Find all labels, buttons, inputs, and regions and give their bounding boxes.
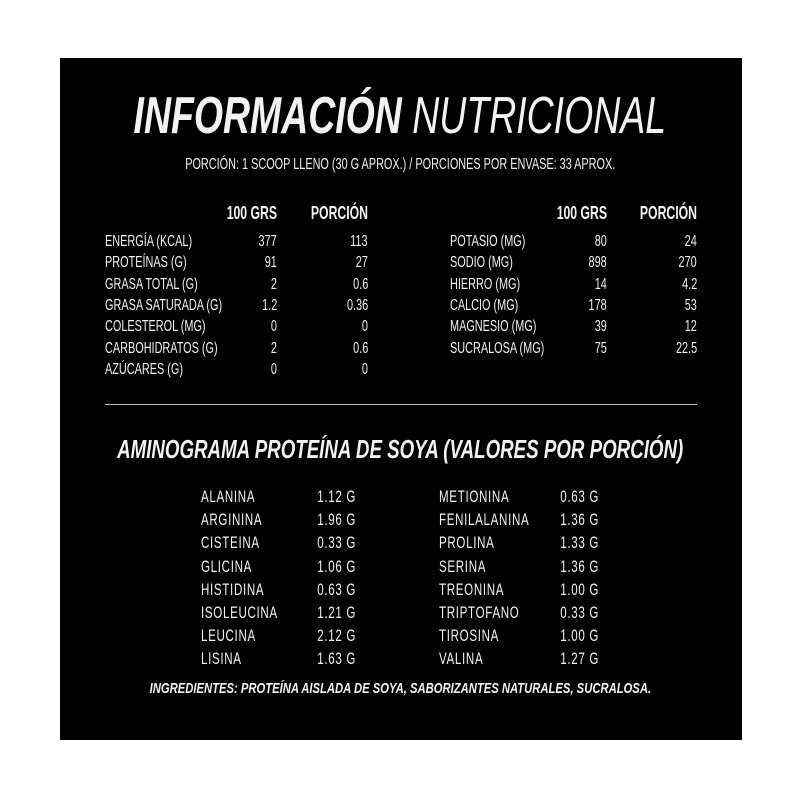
- nutrient-label: AZÚCARES (G): [105, 360, 183, 378]
- amino-name: ISOLEUCINA: [201, 603, 278, 622]
- nutrient-per100: 91: [264, 254, 277, 272]
- nutrient-per100: 14: [594, 275, 607, 293]
- amino-value: 1.06 G: [317, 556, 356, 576]
- nutrient-portion: 53: [684, 296, 697, 314]
- nutrient-portion: 12: [684, 318, 697, 336]
- nutrient-label: GRASA TOTAL (G): [105, 275, 198, 293]
- nutrition-panel: [60, 58, 742, 740]
- amino-value: 1.96 G: [317, 510, 356, 530]
- nutrient-label: POTASIO (MG): [450, 233, 526, 250]
- nutrient-portion: 22.5: [675, 339, 697, 357]
- amino-name: FENILALANINA: [439, 510, 530, 530]
- nutrient-per100: 0: [270, 318, 277, 336]
- amino-value: 1.21 G: [317, 603, 356, 622]
- amino-name: TREONINA: [439, 579, 505, 599]
- nutrient-per100: 2: [270, 339, 277, 357]
- nutrient-per100: 2: [270, 275, 277, 293]
- amino-value: 1.36 G: [560, 556, 599, 576]
- nutrient-per100: 80: [594, 233, 607, 250]
- aminogram-title: AMINOGRAMA PROTEÍNA DE SOYA (VALORES POR…: [116, 434, 684, 464]
- amino-value: 1.33 G: [560, 533, 599, 553]
- amino-value: 1.00 G: [560, 626, 599, 646]
- nutrient-per100: 1.2: [261, 296, 277, 314]
- amino-value: 2.12 G: [317, 626, 356, 646]
- amino-name: LISINA: [201, 649, 242, 669]
- amino-name: PROLINA: [439, 533, 495, 553]
- nutrient-label: ENERGÍA (KCAL): [105, 233, 193, 250]
- nutrient-per100: 39: [594, 318, 607, 336]
- divider: [105, 404, 697, 405]
- ingredients: INGREDIENTES: PROTEÍNA AISLADA DE SOYA, …: [149, 680, 651, 697]
- serving-info: PORCIÓN: 1 SCOOP LLENO (30 G APROX.) / P…: [184, 156, 616, 173]
- nutrient-per100: 178: [588, 296, 607, 314]
- nutrient-portion: 270: [678, 254, 697, 272]
- amino-name: ALANINA: [201, 487, 256, 506]
- amino-value: 0.63 G: [317, 579, 356, 599]
- amino-value: 1.27 G: [560, 649, 599, 669]
- nutrient-label: SUCRALOSA (MG): [450, 339, 545, 357]
- amino-value: 1.36 G: [560, 510, 599, 530]
- title-light: NUTRICIONAL: [412, 87, 667, 145]
- header-portion: PORCIÓN: [310, 203, 368, 223]
- nutrient-label: GRASA SATURADA (G): [105, 296, 223, 314]
- nutrient-per100: 75: [594, 339, 607, 357]
- nutrient-portion: 24: [684, 233, 697, 250]
- nutrient-per100: 0: [270, 360, 277, 378]
- amino-value: 0.33 G: [317, 533, 356, 553]
- amino-name: LEUCINA: [201, 626, 256, 646]
- nutrient-label: COLESTEROL (MG): [105, 318, 206, 336]
- amino-name: SERINA: [439, 556, 487, 576]
- amino-name: ARGININA: [201, 510, 263, 530]
- amino-name: GLICINA: [201, 556, 253, 576]
- nutrient-portion: 0: [361, 318, 368, 336]
- nutrient-portion: 0.6: [352, 339, 368, 357]
- nutrient-label: MAGNESIO (MG): [450, 318, 537, 336]
- header-100g: 100 GRS: [556, 203, 607, 223]
- nutrient-label: CALCIO (MG): [450, 296, 519, 314]
- nutrient-label: CARBOHIDRATOS (G): [105, 339, 218, 357]
- nutrient-per100: 898: [588, 254, 607, 272]
- amino-name: HISTIDINA: [201, 579, 265, 599]
- nutrient-per100: 377: [258, 233, 277, 250]
- nutrient-portion: 0.6: [352, 275, 368, 293]
- amino-name: TRIPTOFANO: [439, 603, 520, 622]
- nutrient-label: PROTEÍNAS (G): [105, 254, 187, 272]
- nutrient-portion: 4.2: [681, 275, 697, 293]
- header-100g: 100 GRS: [226, 203, 277, 223]
- page-title: INFORMACIÓN NUTRICIONAL: [0, 86, 800, 146]
- amino-value: 1.00 G: [560, 579, 599, 599]
- amino-value: 1.63 G: [317, 649, 356, 669]
- amino-name: METIONINA: [439, 487, 510, 506]
- nutrient-label: SODIO (MG): [450, 254, 513, 272]
- amino-value: 1.12 G: [317, 487, 356, 506]
- header-portion: PORCIÓN: [639, 203, 697, 223]
- amino-name: TIROSINA: [439, 626, 500, 646]
- nutrient-portion: 0: [361, 360, 368, 378]
- nutrient-portion: 0.36: [346, 296, 368, 314]
- amino-name: VALINA: [439, 649, 484, 669]
- amino-name: CISTEINA: [201, 533, 260, 553]
- nutrient-portion: 113: [350, 233, 368, 250]
- title-bold: INFORMACIÓN: [133, 87, 403, 145]
- amino-value: 0.33 G: [560, 603, 599, 622]
- amino-value: 0.63 G: [560, 487, 599, 506]
- nutrient-label: HIERRO (MG): [450, 275, 521, 293]
- nutrient-portion: 27: [355, 254, 368, 272]
